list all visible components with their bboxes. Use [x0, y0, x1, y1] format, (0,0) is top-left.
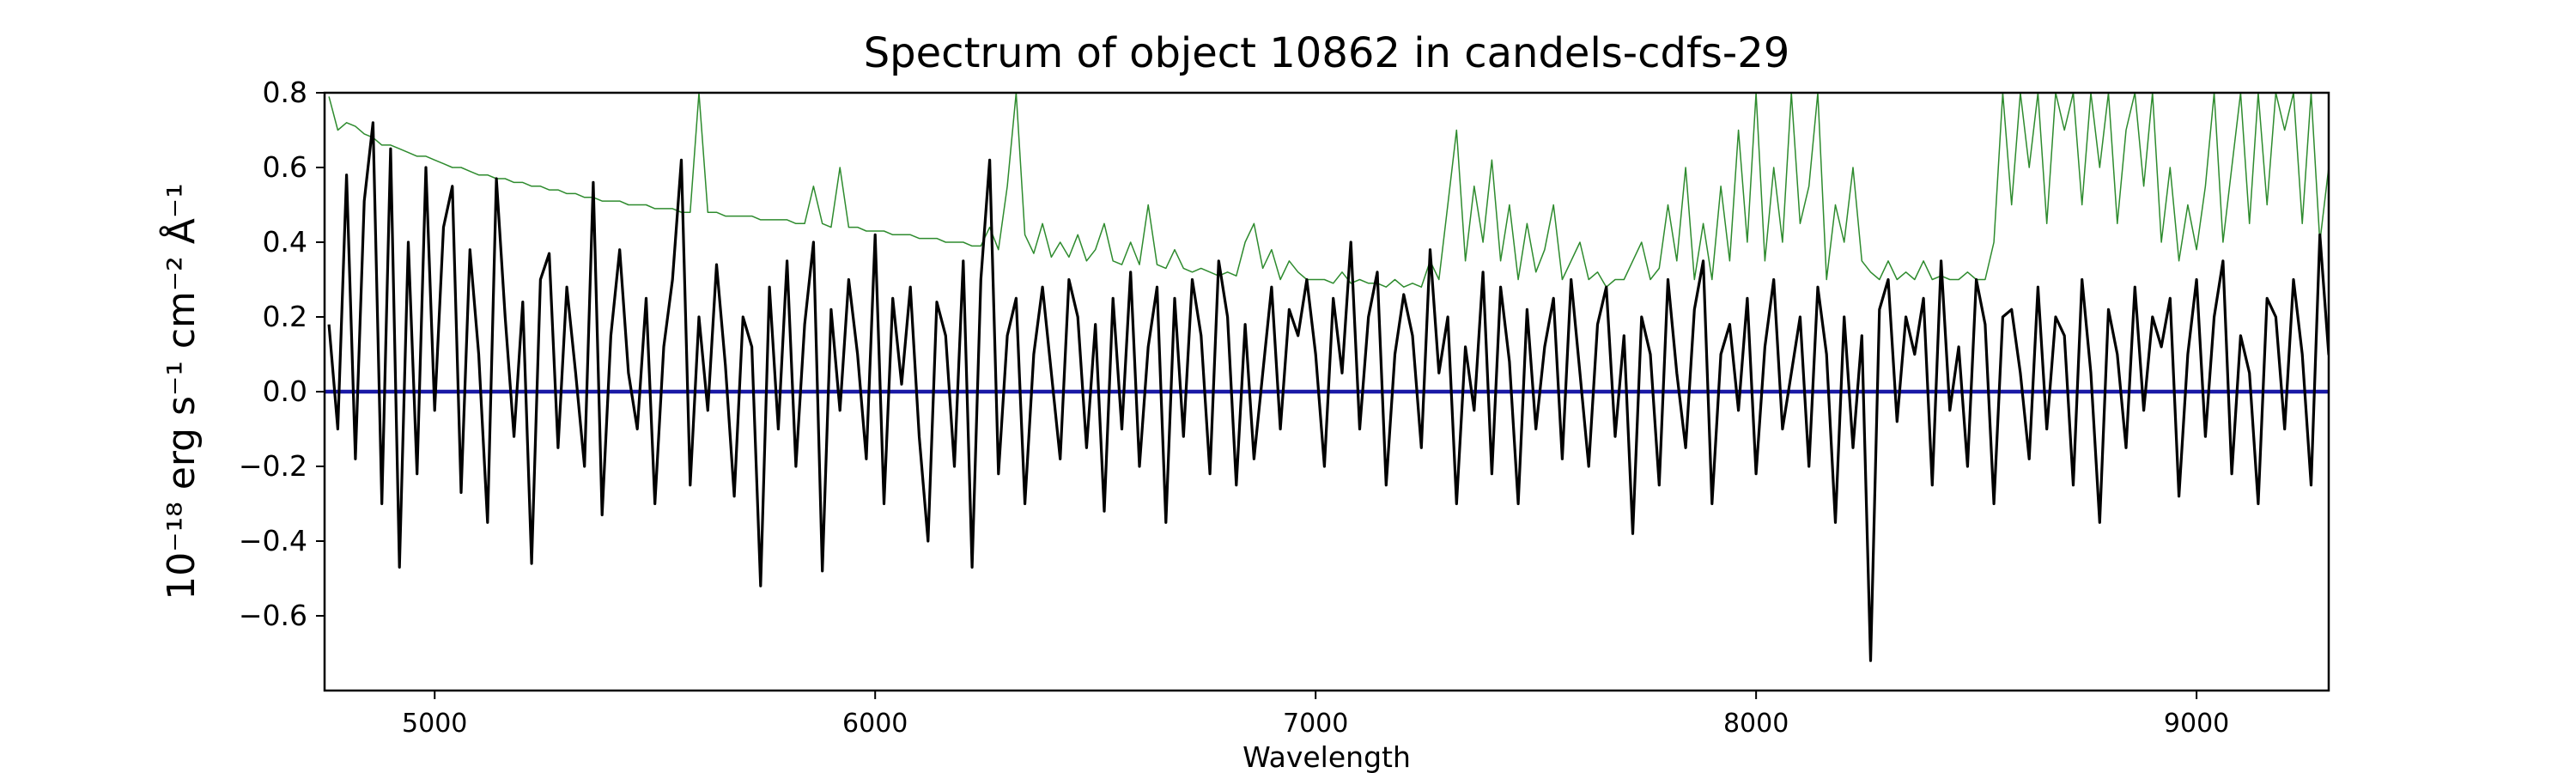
error-series [328, 93, 2329, 288]
x-tick-label: 6000 [842, 709, 908, 739]
x-axis-label: Wavelength [1242, 740, 1411, 773]
y-axis-label: 10⁻¹⁸ erg s⁻¹ cm⁻² Å⁻¹ [158, 183, 204, 600]
plot-area [325, 93, 2329, 662]
x-tick-label: 7000 [1283, 709, 1348, 739]
y-tick-label: −0.6 [239, 599, 307, 632]
chart-title: Spectrum of object 10862 in candels-cdfs… [864, 29, 1790, 77]
y-tick-label: 0.6 [263, 150, 307, 184]
y-tick-label: 0.2 [263, 300, 307, 333]
x-tick-label: 5000 [402, 709, 467, 739]
flux-line [327, 121, 2329, 662]
x-tick-label: 9000 [2164, 709, 2229, 739]
y-tick-label: 0.8 [263, 76, 307, 109]
x-axis: 5000 6000 7000 8000 9000 [402, 691, 2229, 739]
x-tick-label: 8000 [1723, 709, 1789, 739]
error-line [328, 93, 2329, 288]
y-tick-label: −0.4 [239, 524, 307, 557]
y-tick-label: 0.0 [263, 374, 307, 408]
y-tick-label: −0.2 [239, 449, 307, 483]
y-tick-label: 0.4 [263, 225, 307, 259]
y-axis: −0.6 −0.4 −0.2 0.0 0.2 0.4 0.6 0.8 [239, 76, 325, 632]
flux-series [327, 121, 2329, 662]
